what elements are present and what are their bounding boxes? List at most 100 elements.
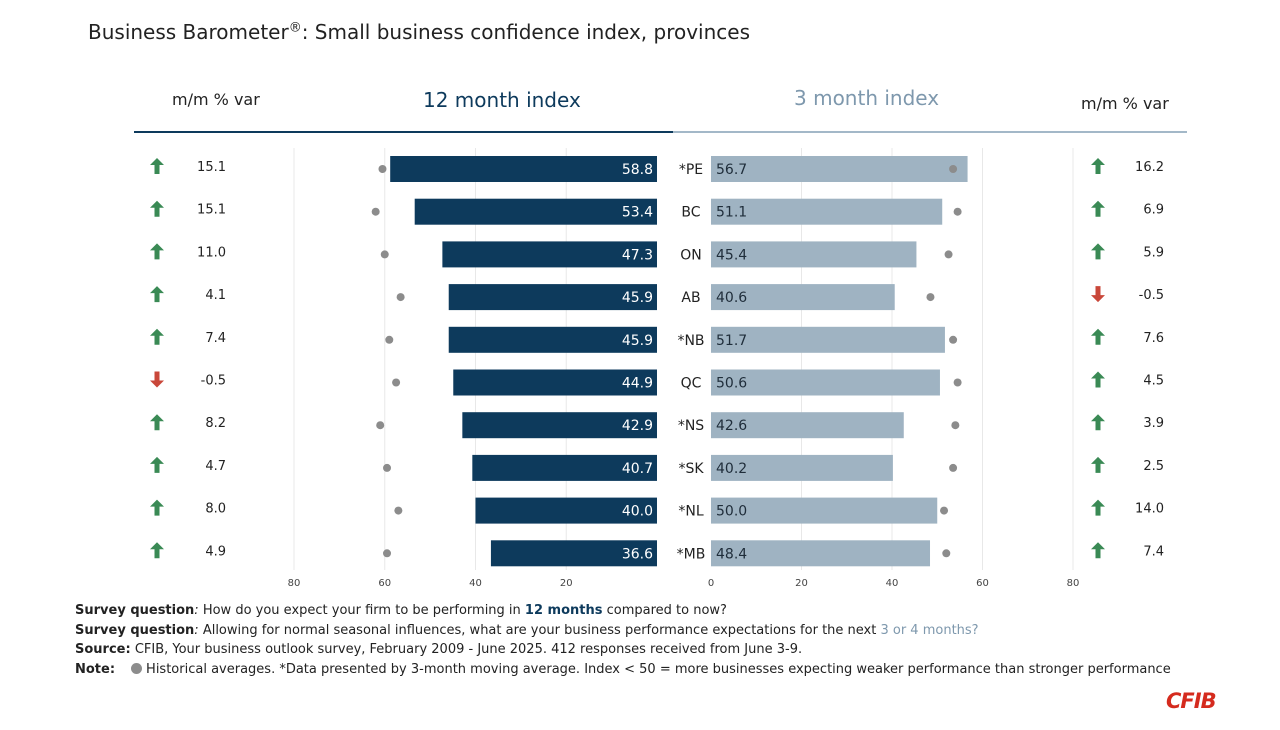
historical-average-dot-12-month bbox=[385, 335, 394, 344]
historical-average-dot-3-month bbox=[942, 549, 951, 558]
historical-average-dot-12-month bbox=[376, 421, 385, 430]
right-up-arrow-icon bbox=[1091, 456, 1105, 473]
bar-3-month bbox=[711, 540, 931, 567]
historical-average-dot-3-month bbox=[953, 207, 962, 216]
header-rule-12-month bbox=[134, 131, 673, 133]
bar-3-month-value-label: 51.1 bbox=[716, 205, 747, 221]
left-axis-tick-label: 80 bbox=[288, 578, 301, 589]
right-mm-var-value: 2.5 bbox=[1143, 459, 1164, 474]
historical-average-dot-12-month bbox=[378, 165, 387, 173]
bar-3-month bbox=[711, 454, 893, 481]
bar-3-month-value-label: 48.4 bbox=[716, 546, 747, 562]
right-up-arrow-icon bbox=[1091, 200, 1105, 217]
left-up-arrow-icon bbox=[150, 286, 164, 303]
bar-12-month bbox=[453, 369, 657, 396]
historical-average-dot-3-month bbox=[940, 506, 949, 515]
bar-3-month bbox=[711, 412, 904, 439]
index-3-month-header: 3 month index bbox=[794, 86, 940, 110]
bar-12-month-value-label: 45.9 bbox=[622, 333, 653, 349]
right-axis-tick-label: 0 bbox=[708, 578, 714, 589]
left-mm-var-header: m/m % var bbox=[172, 90, 260, 109]
left-mm-var-value: 7.4 bbox=[205, 331, 226, 346]
left-mm-var-value: 11.0 bbox=[197, 245, 226, 260]
historical-average-dot-3-month bbox=[949, 463, 958, 472]
left-mm-var-value: 15.1 bbox=[197, 160, 226, 175]
right-up-arrow-icon bbox=[1091, 414, 1105, 431]
historical-average-dot-12-month bbox=[371, 207, 380, 216]
left-up-arrow-icon bbox=[150, 328, 164, 345]
left-up-arrow-icon bbox=[150, 200, 164, 217]
historical-average-dot-12-month bbox=[383, 463, 392, 472]
left-up-arrow-icon bbox=[150, 456, 164, 473]
index-12-month-header: 12 month index bbox=[423, 88, 581, 112]
bar-12-month bbox=[414, 198, 657, 225]
bar-12-month bbox=[390, 156, 657, 182]
left-axis-tick-label: 40 bbox=[469, 578, 482, 589]
bar-3-month-value-label: 45.4 bbox=[716, 247, 747, 263]
left-up-arrow-icon bbox=[150, 243, 164, 260]
bar-12-month bbox=[490, 540, 657, 567]
right-mm-var-value: 6.9 bbox=[1143, 203, 1164, 218]
bar-3-month-value-label: 51.7 bbox=[716, 333, 747, 349]
right-axis-tick-label: 20 bbox=[795, 578, 808, 589]
left-up-arrow-icon bbox=[150, 499, 164, 516]
bar-12-month bbox=[462, 412, 657, 439]
note-line: Note: Historical averages. *Data presente… bbox=[75, 661, 1171, 677]
bar-3-month-value-label: 50.0 bbox=[716, 504, 747, 520]
right-axis-tick-label: 40 bbox=[886, 578, 899, 589]
bar-12-month bbox=[475, 497, 657, 524]
cfib-logo: CFIB bbox=[1166, 689, 1217, 713]
right-up-arrow-icon bbox=[1091, 371, 1105, 388]
bar-3-month bbox=[711, 369, 940, 396]
province-label: *NS bbox=[678, 418, 704, 434]
left-mm-var-value: 15.1 bbox=[197, 203, 226, 218]
province-label: *PE bbox=[679, 162, 703, 178]
bar-3-month bbox=[711, 241, 917, 268]
left-mm-var-value: 4.9 bbox=[205, 544, 226, 559]
historical-average-dot-3-month bbox=[949, 335, 958, 344]
bar-12-month-value-label: 44.9 bbox=[622, 376, 653, 392]
bar-3-month bbox=[711, 326, 945, 353]
survey-question-3: Survey question: Allowing for normal sea… bbox=[75, 622, 979, 638]
barometer-chart: 80 60 40 20 0 20 40 60 80 58.8 56.7 *PE 15.1 16.2 53.4… bbox=[150, 148, 1164, 589]
chart-title: Business Barometer®: Small business conf… bbox=[88, 20, 751, 44]
right-mm-var-value: 4.5 bbox=[1143, 374, 1164, 389]
historical-average-dot-12-month bbox=[383, 549, 392, 558]
left-mm-var-value: 4.7 bbox=[205, 459, 226, 474]
bar-3-month-value-label: 50.6 bbox=[716, 376, 747, 392]
bar-3-month bbox=[711, 497, 938, 524]
bar-12-month-value-label: 58.8 bbox=[622, 162, 653, 178]
historical-average-dot-12-month bbox=[380, 250, 389, 259]
left-up-arrow-icon bbox=[150, 542, 164, 559]
bar-3-month-value-label: 40.6 bbox=[716, 290, 747, 306]
right-mm-var-value: 5.9 bbox=[1143, 245, 1164, 260]
left-down-arrow-icon bbox=[150, 371, 164, 388]
right-axis-tick-label: 80 bbox=[1067, 578, 1080, 589]
right-up-arrow-icon bbox=[1091, 499, 1105, 516]
bar-3-month bbox=[711, 284, 895, 311]
left-up-arrow-icon bbox=[150, 158, 164, 174]
bar-12-month-value-label: 40.7 bbox=[622, 461, 653, 477]
bar-12-month-value-label: 36.6 bbox=[622, 546, 653, 562]
historical-average-dot-12-month bbox=[392, 378, 401, 387]
left-axis-tick-label: 20 bbox=[560, 578, 573, 589]
right-up-arrow-icon bbox=[1091, 158, 1105, 174]
historical-average-dot-12-month bbox=[396, 293, 405, 302]
province-label: ON bbox=[680, 247, 702, 263]
left-mm-var-value: -0.5 bbox=[201, 374, 226, 389]
bar-3-month-value-label: 40.2 bbox=[716, 461, 747, 477]
bar-12-month-value-label: 40.0 bbox=[622, 504, 653, 520]
historical-average-dot-3-month bbox=[953, 378, 962, 387]
bar-12-month bbox=[448, 284, 657, 311]
right-up-arrow-icon bbox=[1091, 328, 1105, 345]
historical-average-dot-3-month bbox=[926, 293, 935, 302]
historical-average-legend-dot bbox=[131, 662, 143, 674]
right-down-arrow-icon bbox=[1091, 286, 1105, 303]
historical-average-dot-3-month bbox=[944, 250, 953, 259]
left-up-arrow-icon bbox=[150, 414, 164, 431]
source-line: Source: CFIB, Your business outlook surv… bbox=[75, 642, 803, 657]
chart-notes: Survey question: How do you expect your … bbox=[75, 601, 1171, 679]
right-mm-var-value: 7.6 bbox=[1143, 331, 1164, 346]
province-label: QC bbox=[681, 376, 702, 392]
province-label: *SK bbox=[678, 461, 704, 477]
